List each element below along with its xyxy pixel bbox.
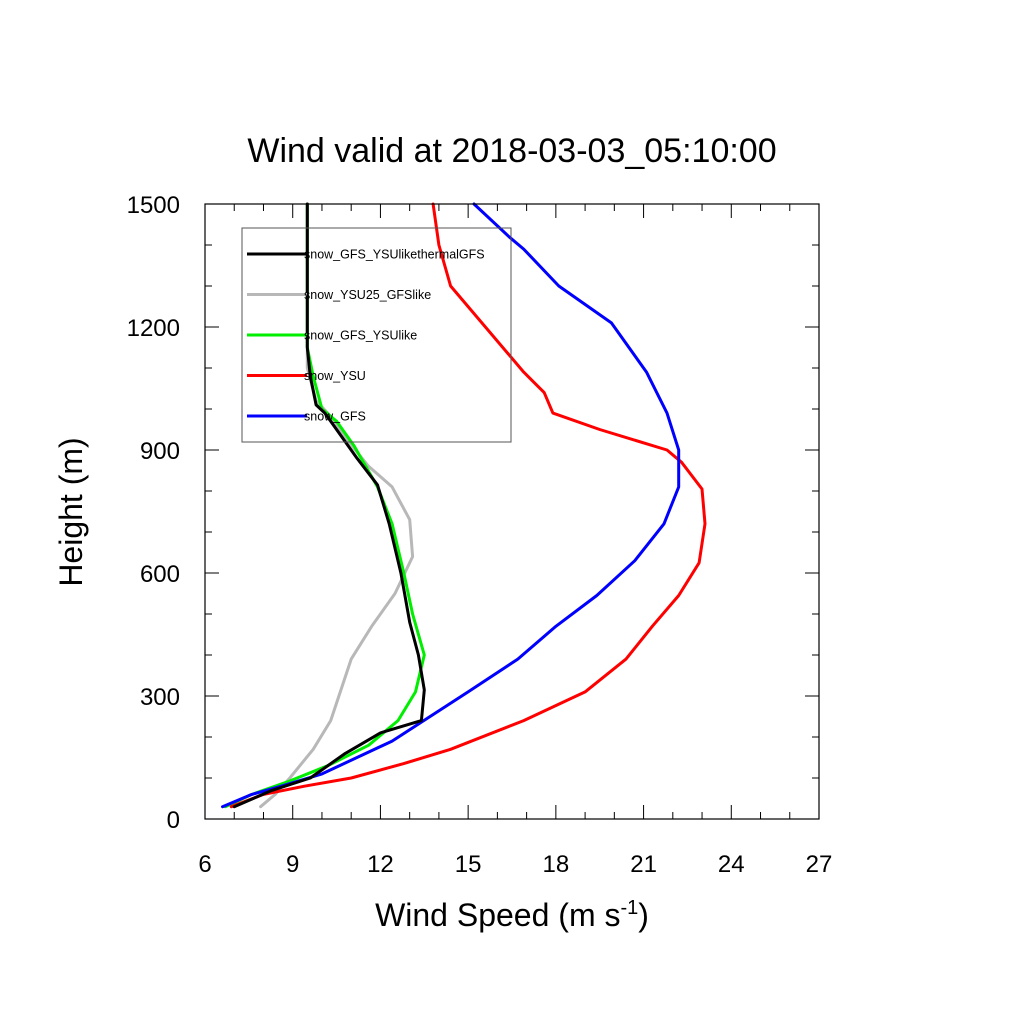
x-tick-label: 15 xyxy=(455,851,482,878)
legend: snow_GFS_YSUlikethermalGFS snow_YSU25_GFS… xyxy=(241,227,512,443)
legend-label: snow_YSU25_GFSlike xyxy=(304,288,431,302)
series-line-snow_GFS_YSUlikethermalGFS xyxy=(232,202,426,809)
legend-box xyxy=(241,227,512,443)
x-axis-label: Wind Speed (m s-1) xyxy=(375,897,649,933)
x-tick-label: 27 xyxy=(806,851,833,878)
y-tick-label: 1500 xyxy=(127,192,180,219)
y-tick-label: 1200 xyxy=(127,315,180,342)
legend-label: snow_GFS xyxy=(304,410,366,424)
legend-label: snow_GFS_YSUlikethermalGFS xyxy=(304,248,485,262)
x-tick-label: 12 xyxy=(367,851,394,878)
y-tick-label: 900 xyxy=(140,438,180,465)
legend-label: snow_GFS_YSUlike xyxy=(304,329,417,343)
x-tick-label: 21 xyxy=(630,851,657,878)
chart-title: Wind valid at 2018-03-03_05:10:00 xyxy=(247,132,776,170)
series-lines xyxy=(221,202,707,809)
series-line-snow_YSU xyxy=(229,202,707,809)
y-tick-label: 300 xyxy=(140,684,180,711)
series-line-snow_GFS xyxy=(221,202,681,809)
x-tick-label: 6 xyxy=(198,851,211,878)
x-tick-label: 9 xyxy=(286,851,299,878)
x-tick-labels: 6 9 12 15 18 21 24 27 xyxy=(198,851,832,878)
legend-label: snow_YSU xyxy=(304,369,366,383)
y-axis-label: Height (m) xyxy=(53,437,89,586)
x-tick-label: 24 xyxy=(718,851,745,878)
y-tick-label: 0 xyxy=(167,807,180,834)
x-axis-label-main: Wind Speed (m s xyxy=(375,897,620,933)
plot-frame xyxy=(204,203,820,820)
y-tick-labels: 0 300 600 900 1200 1500 xyxy=(127,192,180,834)
x-tick-label: 18 xyxy=(543,851,570,878)
x-axis-label-exponent: -1 xyxy=(620,897,638,919)
x-axis-label-close: ) xyxy=(638,897,649,933)
y-tick-label: 600 xyxy=(140,561,180,588)
